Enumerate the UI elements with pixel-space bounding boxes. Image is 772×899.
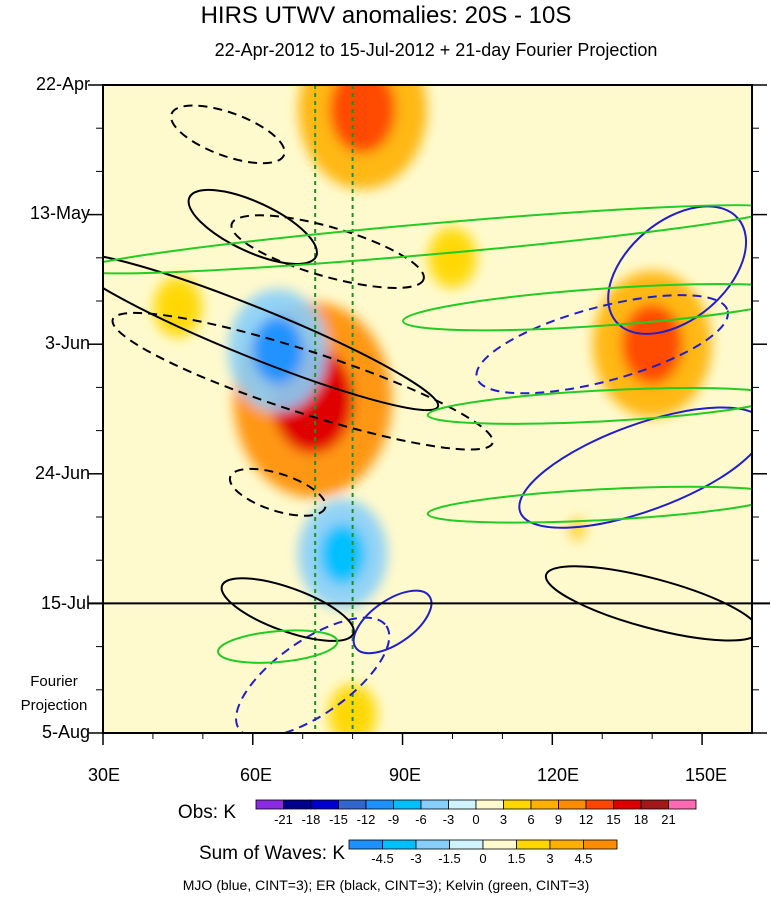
- contour-er: [111, 311, 494, 451]
- contour-legend-note: MJO (blue, CINT=3); ER (black, CINT=3); …: [182, 877, 590, 893]
- anomaly-blobs: [153, 85, 712, 733]
- plot-frame: [102, 84, 753, 734]
- contour-er: [230, 214, 425, 289]
- obs-colorbar-swatch: [420, 799, 449, 810]
- projection-label-line: Fourier: [30, 673, 78, 690]
- x-tick-label: 90E: [388, 765, 422, 785]
- x-tick-label: 150E: [684, 765, 728, 785]
- x-tick-label: 30E: [87, 765, 121, 785]
- anomaly-core: [621, 304, 683, 385]
- y-tick-label: 3-Jun: [44, 333, 90, 353]
- obs-colorbar-label: -15: [329, 812, 348, 827]
- anomaly-core: [252, 317, 303, 384]
- y-tick-label: 13-May: [29, 203, 90, 223]
- obs-colorbar-label: -18: [301, 812, 321, 827]
- y-tick-label: 5-Aug: [41, 722, 90, 742]
- waves-colorbar-swatch: [348, 839, 383, 850]
- waves-colorbar-label: -4.5: [371, 851, 394, 866]
- waves-colorbar-title: Sum of Waves: K: [198, 843, 345, 864]
- contour-kelvin: [103, 204, 752, 275]
- anomaly-core: [319, 524, 366, 585]
- waves-colorbar-label: 0: [479, 851, 487, 866]
- chart-title: HIRS UTWV anomalies: 20S - 10S: [200, 2, 572, 29]
- obs-colorbar-label: 6: [527, 812, 535, 827]
- obs-colorbar-label: -12: [356, 812, 376, 827]
- waves-colorbar-swatch: [415, 839, 450, 850]
- y-tick-label: 15-Jul: [40, 593, 90, 613]
- projection-label: Fourier Projection: [14, 670, 94, 718]
- obs-colorbar-swatch: [338, 799, 367, 810]
- obs-colorbar-swatch: [613, 799, 642, 810]
- y-tick-label: 22-Apr: [35, 74, 90, 94]
- waves-colorbar-label: 1.5: [507, 851, 526, 866]
- waves-colorbar-swatch: [583, 839, 618, 850]
- obs-colorbar-label: 3: [499, 812, 508, 827]
- waves-colorbar-swatch: [382, 839, 417, 850]
- axes: [88, 84, 770, 745]
- contour-er: [170, 104, 286, 165]
- obs-colorbar-label: 9: [554, 812, 563, 827]
- contour-er: [228, 467, 327, 517]
- obs-colorbar-swatch: [283, 799, 312, 810]
- obs-colorbar-swatch: [585, 799, 614, 810]
- obs-colorbar-swatch: [393, 799, 422, 810]
- x-tick-label: 120E: [536, 765, 580, 785]
- contour-kelvin: [402, 283, 752, 332]
- obs-colorbar-label: -21: [274, 812, 293, 827]
- obs-colorbar-swatch: [640, 799, 669, 810]
- waves-colorbar-label: 3: [546, 851, 554, 866]
- anomaly-core: [439, 241, 466, 275]
- chart-subtitle: 22-Apr-2012 to 15-Jul-2012 + 21-day Four…: [214, 40, 658, 60]
- obs-colorbar-swatch: [668, 799, 697, 810]
- obs-colorbar-swatch: [558, 799, 587, 810]
- obs-colorbar-label: -9: [387, 812, 400, 827]
- obs-colorbar-swatch: [530, 799, 559, 810]
- waves-colorbar-label: -1.5: [438, 851, 461, 866]
- waves-colorbar-label: 4.5: [574, 851, 593, 866]
- contour-kelvin: [217, 629, 339, 664]
- obs-colorbar-label: 18: [633, 812, 649, 827]
- anomaly-field: [103, 85, 752, 733]
- obs-colorbar-swatch: [475, 799, 504, 810]
- obs-colorbar-label: -3: [442, 812, 455, 827]
- contour-er: [103, 252, 440, 412]
- obs-colorbar-label: -6: [415, 812, 427, 827]
- contour-mjo: [518, 406, 752, 529]
- contour-mjo: [235, 616, 391, 733]
- waves-colorbar-swatch: [516, 839, 551, 850]
- contour-mjo: [475, 294, 729, 395]
- obs-colorbar-swatch: [448, 799, 477, 810]
- waves-colorbar-swatch: [482, 839, 517, 850]
- obs-colorbar-swatch: [310, 799, 339, 810]
- contour-er: [544, 565, 752, 642]
- waves-colorbar-swatch: [549, 839, 584, 850]
- contour-er: [220, 577, 355, 642]
- y-tick-label: 24-Jun: [34, 463, 90, 483]
- obs-colorbar-title: Obs: K: [177, 802, 236, 823]
- contour-kelvin: [426, 386, 752, 425]
- x-tick-label: 60E: [239, 765, 273, 785]
- obs-colorbar-swatch: [255, 799, 284, 810]
- anomaly-core: [329, 85, 396, 153]
- contour-kelvin: [426, 485, 752, 524]
- contour-er: [187, 188, 318, 265]
- anomaly-core: [567, 516, 588, 543]
- wave-contours: [103, 104, 752, 733]
- colorbars: [255, 799, 697, 850]
- obs-colorbar-label: 12: [578, 812, 594, 827]
- obs-colorbar-label: 15: [606, 812, 621, 827]
- waves-colorbar-label: -3: [410, 851, 422, 866]
- obs-colorbar-label: 0: [472, 812, 480, 827]
- obs-colorbar-swatch: [503, 799, 532, 810]
- obs-colorbar-label: 21: [661, 812, 676, 827]
- projection-label-line: Projection: [20, 697, 88, 714]
- anomaly-core: [340, 697, 366, 732]
- waves-colorbar-swatch: [449, 839, 484, 850]
- obs-colorbar-swatch: [365, 799, 394, 810]
